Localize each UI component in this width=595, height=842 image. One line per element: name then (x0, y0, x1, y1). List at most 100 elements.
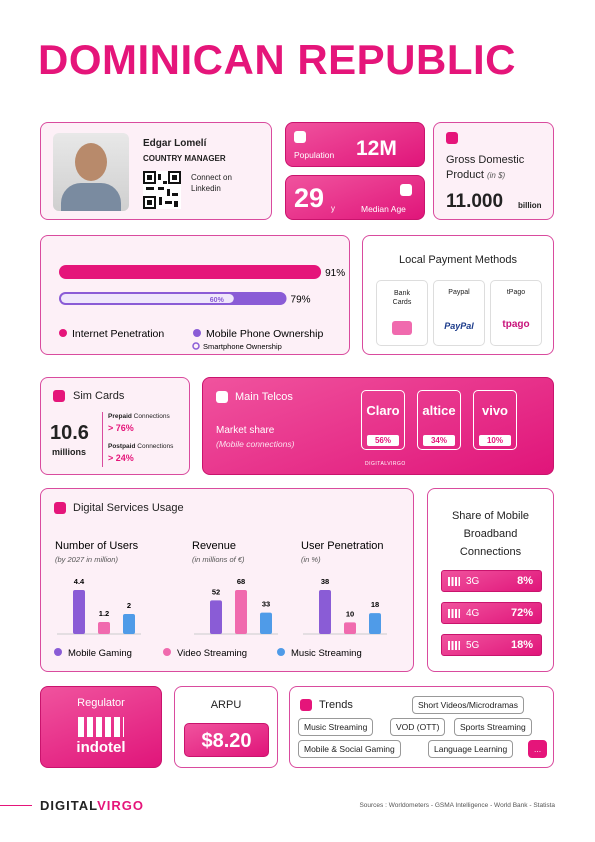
page-title: DOMINICAN REPUBLIC (38, 36, 516, 83)
signal-icon (448, 609, 460, 618)
sim-value: 10.6 (50, 422, 89, 444)
trend-tag: Language Learning (428, 740, 514, 758)
bar-label: 52 (212, 587, 220, 596)
postpaid-label: Postpaid Connections (108, 443, 173, 450)
manager-role: COUNTRY MANAGER (143, 154, 226, 163)
photo-face (75, 143, 107, 181)
photo-body (61, 183, 121, 211)
divider (102, 412, 103, 467)
median-age-card: 29 y Median Age (285, 175, 425, 220)
manager-name: Edgar Lomelí (143, 138, 207, 149)
bar-label: 4.4 (74, 577, 85, 586)
linkedin-note[interactable]: Connect on Linkedin (191, 173, 232, 193)
gdp-unit: billion (518, 201, 542, 210)
arpu-title: ARPU (210, 699, 242, 711)
legend-dot (277, 648, 285, 656)
bar-label: 38 (321, 577, 329, 586)
gdp-label: Gross Domestic Product (in $) (446, 153, 550, 183)
median-age-label: Median Age (361, 204, 406, 214)
operator-box: Claro 56% (361, 390, 405, 450)
network-name: 3G (466, 576, 480, 587)
bar (73, 590, 85, 634)
penetration-card: 91% Internet Penetration 79% Mobile Phone O… (40, 235, 350, 355)
trends-title: Trends (319, 699, 353, 711)
sim-card: Sim Cards 10.6 millions Prepaid Connecti… (40, 377, 190, 475)
network-share: 8% (517, 575, 533, 587)
bar-label: 68 (237, 577, 245, 586)
legend-dot (193, 329, 201, 337)
gdp-note: (in $) (486, 171, 506, 180)
payment-label: Paypal (448, 289, 470, 296)
smartphone-label: 60% (210, 297, 225, 304)
median-age-icon (400, 184, 412, 196)
network-share: 18% (510, 639, 533, 651)
legend-dot (59, 329, 67, 337)
legend-label: Mobile Gaming (68, 648, 132, 659)
sim-icon (53, 390, 65, 402)
brand-a: DIGITAL (40, 798, 98, 813)
operator-box: vivo 10% (473, 390, 517, 450)
broadband-card: Share of Mobile Broadband Connections 3G… (427, 488, 554, 672)
bar-label: 79% (291, 295, 311, 306)
network-share: 72% (510, 607, 533, 619)
trend-tag: Music Streaming (298, 718, 374, 736)
prepaid-label: Prepaid Connections (108, 413, 170, 420)
bar-label: 10 (346, 609, 354, 618)
digital-title: Digital Services Usage (73, 502, 184, 514)
population-card: Population 12M (285, 122, 425, 167)
bar-label: 91% (325, 268, 345, 279)
postpaid-value: > 24% (108, 453, 134, 463)
network-name: 4G (466, 608, 480, 619)
bar (210, 600, 222, 634)
bar (344, 622, 356, 634)
prepaid-name: Prepaid (108, 413, 132, 420)
postpaid-suffix: Connections (137, 443, 174, 450)
chart-title: User Penetration (301, 540, 384, 552)
operator-share: 56% (367, 435, 399, 446)
telcos-title: Main Telcos (235, 391, 293, 403)
legend-label: Video Streaming (177, 648, 247, 659)
legend-dot (192, 342, 200, 350)
bar-label: 33 (262, 600, 270, 609)
trends-card: Trends Short Videos/Microdramas Music St… (289, 686, 554, 768)
trend-tag: VOD (OTT) (390, 718, 446, 736)
population-value: 12M (356, 137, 397, 160)
bar (319, 590, 331, 634)
bar (369, 613, 381, 634)
chart-subtitle: (in millions of €) (192, 555, 245, 564)
bar (98, 622, 110, 634)
broadband-title: Share of Mobile Broadband Connections (451, 510, 530, 558)
legend-dot (163, 648, 171, 656)
median-age-value: 29 (294, 183, 325, 213)
regulator-title: Regulator (77, 697, 125, 709)
operator-name: vivo (481, 403, 508, 418)
broadband-row: 4G 72% (441, 602, 542, 624)
bar (260, 612, 272, 634)
bar-label: 18 (371, 600, 379, 609)
chart-subtitle: (in %) (301, 555, 321, 564)
telcos-card: Main Telcos Market share (Mobile connect… (202, 377, 554, 475)
payment-box: Bank Cards (376, 280, 428, 346)
photo (53, 133, 129, 211)
trend-more[interactable]: ... (528, 740, 548, 758)
footer-rule (0, 805, 32, 806)
prepaid-suffix: Connections (133, 413, 170, 420)
sim-unit: millions (52, 447, 87, 457)
watermark: DIGITALVIRGO (365, 461, 406, 467)
trends-icon (300, 699, 312, 711)
telcos-icon (216, 391, 228, 403)
digital-icon (54, 502, 66, 514)
broadband-row: 3G 8% (441, 570, 542, 592)
footer-brand: DIGITALVIRGO (40, 798, 144, 813)
bar-label: 1.2 (99, 609, 109, 618)
bar (235, 590, 247, 634)
postpaid-share: 24% (115, 453, 134, 463)
payments-card: Local Payment Methods Bank Cards Paypal … (362, 235, 554, 355)
operator-name: altice (422, 403, 456, 418)
chart-title: Revenue (192, 540, 236, 552)
telcos-note: (Mobile connections) (216, 439, 295, 449)
network-name: 5G (466, 640, 480, 651)
chart-title: Number of Users (55, 540, 139, 552)
